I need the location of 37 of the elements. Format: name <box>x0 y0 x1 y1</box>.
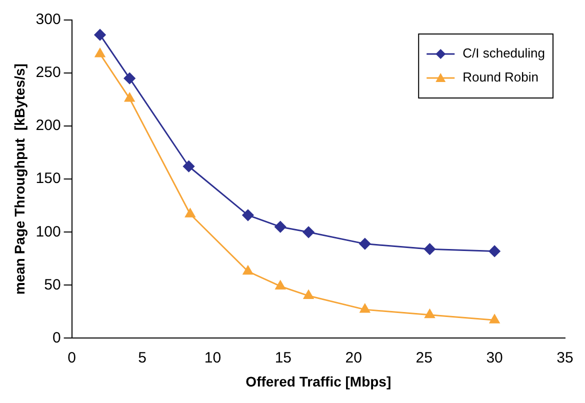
point <box>488 245 500 257</box>
legend-label: C/I scheduling <box>462 46 546 61</box>
point <box>360 304 370 313</box>
x-axis-title: Offered Traffic [Mbps] <box>246 373 392 390</box>
x-tick-label: 5 <box>138 349 146 366</box>
y-tick-label: 250 <box>36 64 61 82</box>
point <box>183 160 195 172</box>
point <box>124 72 136 84</box>
point <box>124 92 135 102</box>
point <box>275 280 286 290</box>
x-tick-label: 10 <box>204 349 222 366</box>
point <box>94 29 106 41</box>
point <box>242 209 254 221</box>
x-tick-label: 20 <box>345 349 362 366</box>
point <box>185 208 196 218</box>
point <box>424 243 436 255</box>
x-tick-label: 30 <box>486 349 503 366</box>
y-axis-title: mean Page Throughput [kBytes/s] <box>11 64 28 295</box>
x-tick-label: 0 <box>68 349 76 366</box>
point <box>274 221 286 233</box>
y-tick-label: 100 <box>36 223 61 240</box>
y-tick-label: 50 <box>44 276 61 294</box>
point <box>302 226 314 238</box>
x-tick-label: 35 <box>556 349 574 366</box>
y-tick-label: 200 <box>36 117 61 134</box>
point <box>242 266 254 275</box>
x-tick-label: 15 <box>274 349 292 366</box>
x-tick-label: 25 <box>416 349 432 366</box>
point <box>303 290 314 300</box>
point <box>424 309 435 318</box>
y-tick-label: 0 <box>52 329 61 346</box>
point <box>359 238 371 250</box>
point <box>94 48 106 58</box>
y-tick-label: 300 <box>36 11 61 28</box>
legend-label: Round Robin <box>462 70 539 85</box>
point <box>489 314 500 324</box>
y-tick-label: 150 <box>36 170 61 188</box>
